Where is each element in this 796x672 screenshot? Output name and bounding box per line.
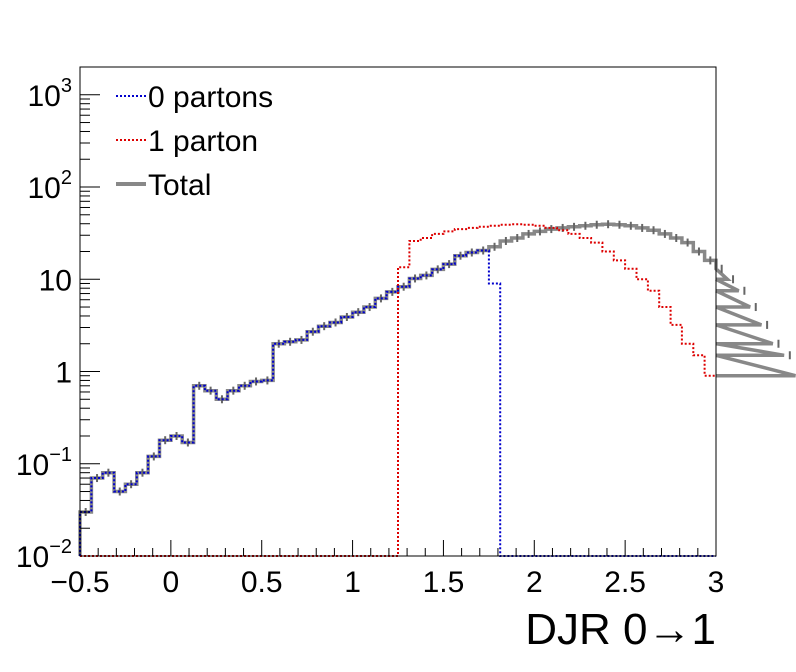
y-tick-exponent: −2 [49, 536, 72, 558]
y-tick-base: 10 [16, 541, 49, 574]
plot-frame [79, 66, 717, 557]
legend: 0 partons 1 parton Total [116, 81, 273, 202]
x-tick-label: 2 [526, 566, 543, 599]
y-tick-base: 10 [16, 449, 49, 482]
y-tick-exponent: 2 [61, 167, 72, 189]
y-tick-label: 10−1 [16, 444, 72, 482]
x-tick-label: −0.5 [50, 566, 109, 599]
y-tick-label: 10−2 [16, 536, 72, 574]
axes-layer [79, 66, 717, 557]
x-tick-label: 1 [344, 566, 361, 599]
series-line-0-partons [79, 249, 716, 557]
x-tick-label: 0 [163, 566, 180, 599]
y-tick-label: 10 [39, 264, 72, 297]
series-layer [78, 220, 796, 557]
y-tick-exponent: −1 [49, 444, 72, 466]
legend-label: 0 partons [148, 81, 273, 114]
y-tick-base: 10 [28, 172, 61, 205]
x-tick-label: 0.5 [241, 566, 283, 599]
y-tick-base: 1 [55, 357, 72, 390]
legend-label: Total [148, 169, 211, 202]
x-tick-label: 2.5 [604, 566, 646, 599]
x-tick-label: 3 [708, 566, 725, 599]
series-line-1-parton [80, 223, 716, 557]
y-tick-base: 10 [28, 80, 61, 113]
x-axis-title: DJR 0→1 [525, 605, 716, 654]
y-tick-label: 102 [28, 167, 73, 205]
x-ticks: −0.5 0 0.5 1 1.5 2 2.5 3 [50, 540, 724, 599]
x-tick-label: 1.5 [423, 566, 465, 599]
y-tick-base: 10 [39, 264, 72, 297]
y-tick-label: 1 [55, 357, 72, 390]
y-tick-label: 103 [28, 75, 73, 113]
y-tick-exponent: 3 [61, 75, 72, 97]
legend-label: 1 parton [148, 125, 258, 158]
